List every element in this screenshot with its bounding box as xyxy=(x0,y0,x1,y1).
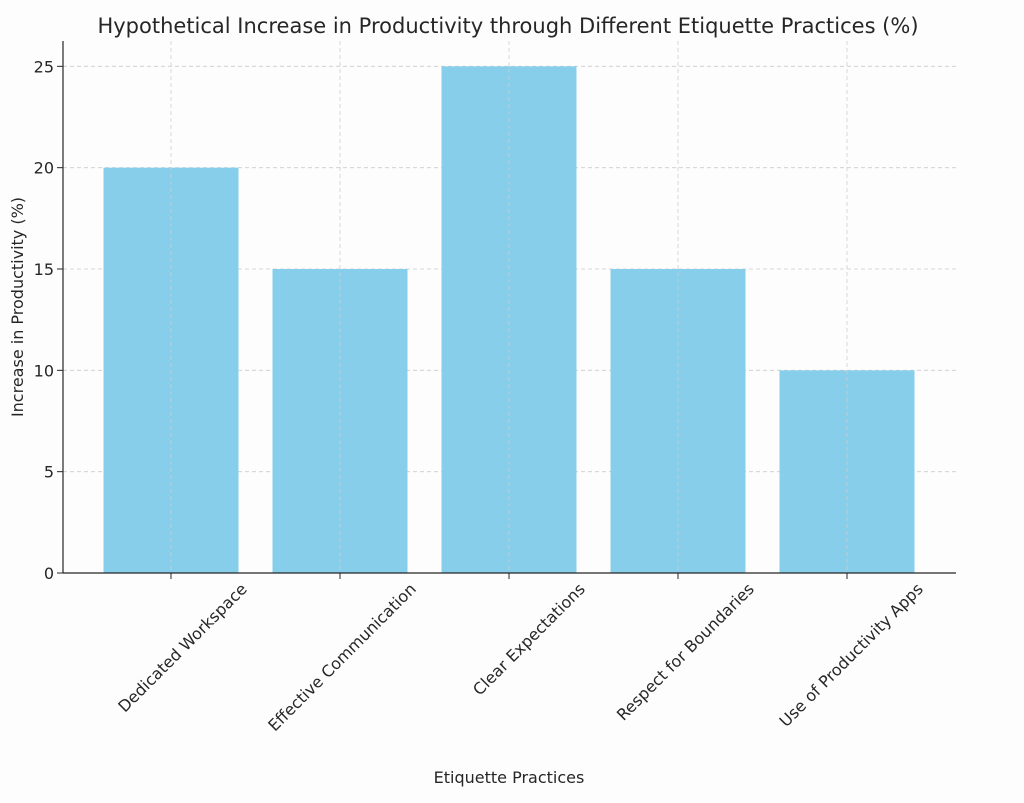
y-tick-label: 15 xyxy=(34,260,54,279)
y-tick-label: 20 xyxy=(34,159,54,178)
x-tick-label: Respect for Boundaries xyxy=(613,579,758,724)
chart-title: Hypothetical Increase in Productivity th… xyxy=(97,14,918,38)
x-axis-ticks: Dedicated Workspace Effective Communicati… xyxy=(114,573,927,735)
x-tick-label: Dedicated Workspace xyxy=(114,579,251,716)
x-tick-label: Clear Expectations xyxy=(469,579,589,699)
y-tick-label: 5 xyxy=(44,463,54,482)
bars xyxy=(103,41,915,573)
x-tick-label: Effective Communication xyxy=(264,579,420,735)
bar xyxy=(441,66,577,573)
y-tick-label: 10 xyxy=(34,361,54,380)
y-axis-ticks: 0 5 10 15 20 25 xyxy=(34,57,63,583)
x-axis-label: Etiquette Practices xyxy=(434,768,585,787)
x-tick-label: Use of Productivity Apps xyxy=(775,579,926,730)
y-axis-label: Increase in Productivity (%) xyxy=(8,197,27,417)
y-tick-label: 25 xyxy=(34,57,54,76)
y-tick-label: 0 xyxy=(44,564,54,583)
